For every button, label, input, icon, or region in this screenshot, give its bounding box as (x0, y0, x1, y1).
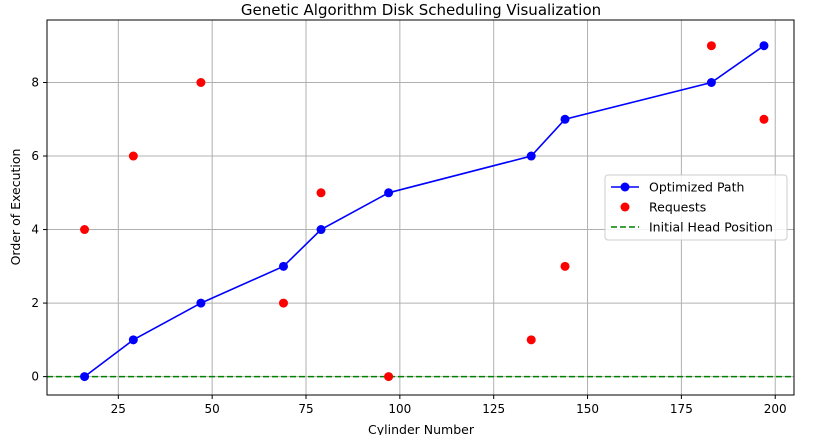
request-point-3 (278, 298, 288, 308)
optimized-path-point-3 (278, 261, 288, 271)
legend-label-2: Initial Head Position (649, 220, 773, 235)
optimized-path-point-9 (759, 41, 769, 51)
y-tick-label-4: 8 (31, 76, 39, 90)
optimized-path-point-2 (196, 298, 206, 308)
x-axis: 25 50 75 100 125 150 175 200 (111, 395, 787, 416)
request-point-5 (384, 372, 394, 382)
optimized-path-point-4 (316, 225, 326, 235)
x-tick-label-6: 175 (670, 402, 693, 416)
optimized-path-point-8 (706, 78, 716, 87)
y-tick-label-2: 4 (31, 223, 39, 237)
legend-box (604, 174, 788, 241)
x-tick-label-0: 25 (111, 402, 126, 416)
request-point-1 (128, 151, 138, 161)
y-axis: 0 2 4 6 8 (31, 76, 47, 384)
x-tick-label-5: 150 (576, 402, 599, 416)
legend-marker-requests (620, 202, 630, 212)
optimized-path-line (84, 45, 765, 378)
x-tick-label-4: 125 (482, 402, 505, 416)
optimized-path-polyline (84, 45, 765, 378)
y-tick-label-1: 2 (31, 296, 39, 310)
x-axis-title: Cylinder Number (368, 422, 475, 435)
optimized-path-point-7 (560, 114, 570, 124)
request-point-0 (80, 225, 90, 235)
legend-label-0: Optimized Path (649, 180, 744, 195)
y-tick-label-0: 0 (31, 370, 39, 384)
legend-marker-optimized-path (620, 182, 630, 192)
optimized-path-point-5 (384, 188, 394, 198)
optimized-path-points (80, 41, 769, 382)
request-point-2 (196, 78, 206, 87)
request-point-4 (316, 188, 326, 198)
optimized-path-point-1 (128, 335, 138, 345)
y-tick-label-3: 6 (31, 149, 39, 163)
request-point-7 (560, 261, 570, 271)
plot-frame (46, 19, 795, 396)
request-points (80, 41, 769, 382)
x-tick-label-2: 75 (298, 402, 313, 416)
optimized-path-point-0 (80, 372, 90, 382)
x-tick-label-1: 50 (205, 402, 220, 416)
chart-title: Genetic Algorithm Disk Scheduling Visual… (241, 1, 601, 19)
x-tick-label-3: 100 (388, 402, 411, 416)
legend-label-1: Requests (649, 200, 706, 215)
request-point-9 (759, 114, 769, 124)
x-tick-label-7: 200 (764, 402, 787, 416)
request-point-6 (526, 335, 536, 345)
optimized-path-point-6 (526, 151, 536, 161)
legend: Optimized Path Requests Initial Head Posit… (604, 174, 788, 241)
y-axis-title: Order of Execution (8, 149, 23, 266)
request-point-8 (706, 41, 716, 51)
